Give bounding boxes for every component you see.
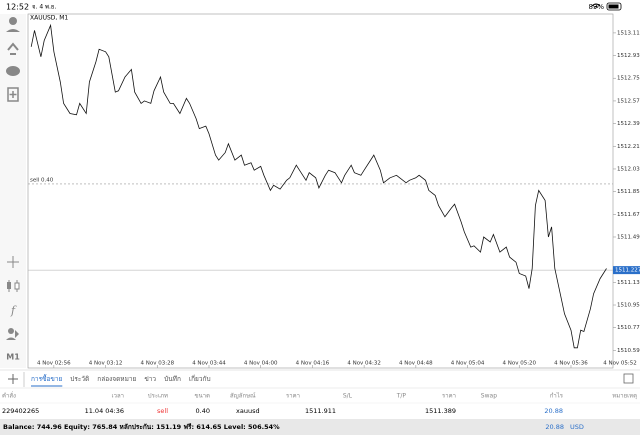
y-tick-label: 1510.770 [617,325,640,331]
y-tick-label: 1511.670 [617,212,640,218]
indicator-icon[interactable]: f [10,304,17,317]
y-tick-label: 1512.030 [617,166,640,172]
footer-bar [0,419,640,435]
y-tick-label: 1512.570 [617,98,640,104]
order-label: sell 0.40 [30,177,54,183]
tab[interactable]: บันทึก [164,375,181,383]
tab[interactable]: กล่องจดหมาย [97,375,136,383]
status-date: จ. 4 พ.ย. [32,4,56,11]
x-tick-label: 4 Nov 03:12 [89,361,123,367]
objects-icon-shape [6,330,19,340]
price-line [30,23,607,349]
x-tick-label: 4 Nov 05:52 [603,361,637,367]
battery-icon [606,2,622,11]
new-order-icon[interactable] [7,87,19,102]
column-header: หมายเหตุ [612,393,637,400]
bid-label-bg [613,266,640,275]
table-cell: 1511.389 [425,407,456,415]
table-cell: 11.04 04:36 [85,407,124,415]
column-header: T/P [396,393,407,400]
bid-label: 1511.227 [615,268,640,274]
add-button[interactable] [8,374,18,384]
x-tick-label: 4 Nov 03:28 [140,361,174,367]
panel-toggle[interactable] [623,373,634,384]
column-header: S/L [343,393,353,400]
column-header: เวลา [112,393,124,400]
table-cell: 229402265 [2,407,39,415]
x-tick-label: 4 Nov 02:56 [37,361,71,367]
bars-icon-body [7,282,11,289]
tab[interactable]: การซื้อขาย [31,374,62,383]
column-header: ราคา [442,393,456,400]
y-tick-label: 1511.130 [617,280,640,286]
column-header: ราคา [286,393,300,400]
trade-icon[interactable] [7,42,19,55]
x-tick-label: 4 Nov 04:00 [244,361,278,367]
account-icon-base [6,29,20,32]
wifi-icon [591,3,601,8]
x-tick-label: 4 Nov 04:48 [399,361,433,367]
y-tick-label: 1512.930 [617,53,640,59]
x-tick-label: 4 Nov 05:20 [502,361,536,367]
account-summary: Balance: 744.96 Equity: 765.84 หลักประกั… [3,423,280,431]
crosshair-icon[interactable] [7,256,19,268]
tab[interactable]: เกี่ยวกับ [189,374,211,383]
x-tick-label: 4 Nov 03:44 [192,361,226,367]
bars-icon-body2 [14,282,20,290]
column-header: สัญลักษณ์ [230,392,256,400]
chart-frame [27,13,614,369]
y-tick-label: 1512.390 [617,121,640,127]
currency: USD [570,423,584,431]
objects-icon[interactable] [8,328,14,334]
timeframe-button[interactable]: M1 [6,353,20,362]
new-order-plus [9,91,17,98]
account-icon[interactable] [9,17,17,25]
chart-title: XAUUSD, M1 [30,15,68,22]
y-tick-label: 1511.490 [617,234,640,240]
y-tick-label: 1512.750 [617,76,640,82]
y-tick-label: 1510.950 [617,303,640,309]
y-tick-label: 1512.210 [617,144,640,150]
column-header: ประเภท [148,393,168,400]
column-header: ขนาด [195,393,211,400]
column-header: Swap [481,393,497,400]
total-profit: 20.88 [545,423,564,431]
table-cell: 1511.911 [305,407,336,415]
table-cell: xauusd [236,407,260,415]
x-tick-label: 4 Nov 04:16 [296,361,330,367]
tab[interactable]: ประวัติ [70,375,89,383]
column-header: กำไร [550,392,564,400]
x-tick-label: 4 Nov 05:36 [554,361,588,367]
tab[interactable]: ข่าว [144,375,156,383]
table-cell: 20.88 [544,407,563,415]
y-tick-label: 1511.850 [617,189,640,195]
chat-icon[interactable] [6,66,20,76]
status-time: 12:52 [6,3,29,12]
battery-level [608,4,619,9]
x-tick-label: 4 Nov 05:04 [451,361,485,367]
table-cell: 0.40 [196,407,210,415]
table-cell: sell [157,407,168,415]
x-tick-label: 4 Nov 04:32 [347,361,381,367]
y-tick-label: 1510.590 [617,348,640,354]
y-tick-label: 1513.110 [617,30,640,36]
column-header: คำสั่ง [2,392,16,400]
